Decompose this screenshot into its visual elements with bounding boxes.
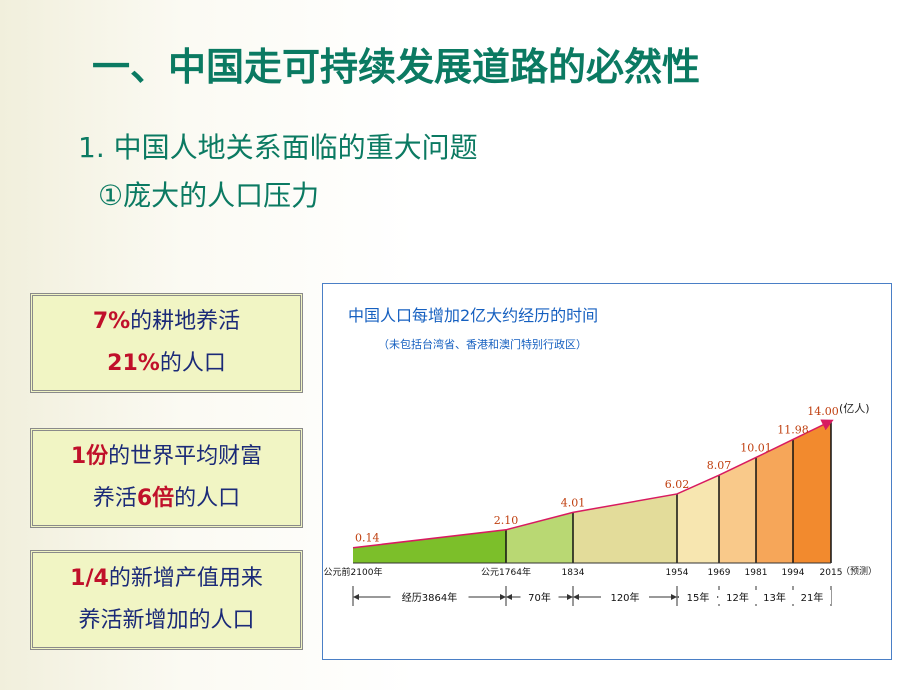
fact-line: 1/4的新增产值用来 [70,558,263,600]
value-label: 6.02 [665,478,690,491]
text: 养活 [92,486,137,511]
fact-line: 养活新增加的人口 [78,600,254,642]
area-segment [506,512,573,563]
span-label-bg [679,590,717,604]
x-label: 公元前2100年 [324,566,383,578]
span-label: 12年 [726,591,749,604]
x-label: 2015 [820,568,843,578]
area-segment [677,475,719,563]
text: 的人口 [174,486,241,511]
highlight: 6倍 [136,486,175,511]
text: 的耕地养活 [130,309,241,334]
value-label: 0.14 [355,532,380,545]
fact-box: 1/4的新增产值用来 养活新增加的人口 [30,550,303,650]
text: 的新增产值用来 [108,566,263,591]
span-label-bg [718,590,757,604]
span-label-bg [755,590,794,604]
text: 的人口 [159,351,226,376]
x-label: 1834 [562,568,585,578]
x-label: 公元1764年 [481,566,531,578]
forecast-note: （预测） [841,566,877,577]
highlight: 7% [92,309,131,334]
area-segment [573,493,677,563]
value-label: 4.01 [561,496,586,509]
text: 养活新增加的人口 [78,608,255,633]
highlight: 1份 [70,444,109,469]
chart: 中国人口每增加2亿大约经历的时间 （未包括台湾省、香港和澳门特别行政区） (亿人… [322,283,892,660]
value-label: 8.07 [707,459,732,472]
unit: (亿人) [839,402,870,415]
highlight: 21% [107,351,160,376]
area-segment [756,439,793,563]
fact-line: 1份的世界平均财富 [71,436,262,478]
chart-title: 中国人口每增加2亿大约经历的时间 [348,306,598,325]
span-label: 经历3864年 [402,591,457,604]
x-label: 1981 [745,568,768,578]
span-label: 120年 [610,591,639,604]
text: 的世界平均财富 [108,444,263,469]
span-label-bg [793,590,831,604]
fact-line: 21%的人口 [107,343,226,385]
slide-title: 一、中国走可持续发展道路的必然性 [92,45,701,89]
span-label: 15年 [687,591,710,604]
x-label: 1994 [782,568,805,578]
fact-box: 7%的耕地养活 21%的人口 [30,293,303,393]
area-segment [353,529,506,563]
value-label: 2.10 [494,514,519,527]
subheading: ①庞大的人口压力 [98,179,320,212]
span-label-bg [601,590,649,604]
chart-subtitle: （未包括台湾省、香港和澳门特别行政区） [378,337,587,351]
span-label-bg [520,590,559,604]
population-line [352,419,834,549]
value-label: 11.98 [777,423,809,436]
highlight: 1/4 [70,566,109,591]
fact-line: 7%的耕地养活 [93,301,240,343]
value-label: 10.01 [740,441,772,454]
fact-box: 1份的世界平均财富 养活6倍的人口 [30,428,303,528]
area-segment [719,457,756,563]
x-label: 1969 [708,568,731,578]
span-label: 70年 [528,591,551,604]
span-label-bg [390,590,469,604]
heading: 1. 中国人地关系面临的重大问题 [78,131,478,164]
area-segment [793,421,831,563]
span-label: 13年 [763,591,786,604]
value-label: 14.00 [807,405,839,418]
x-label: 1954 [666,568,689,578]
fact-line: 养活6倍的人口 [93,478,240,520]
span-label: 21年 [801,591,824,604]
